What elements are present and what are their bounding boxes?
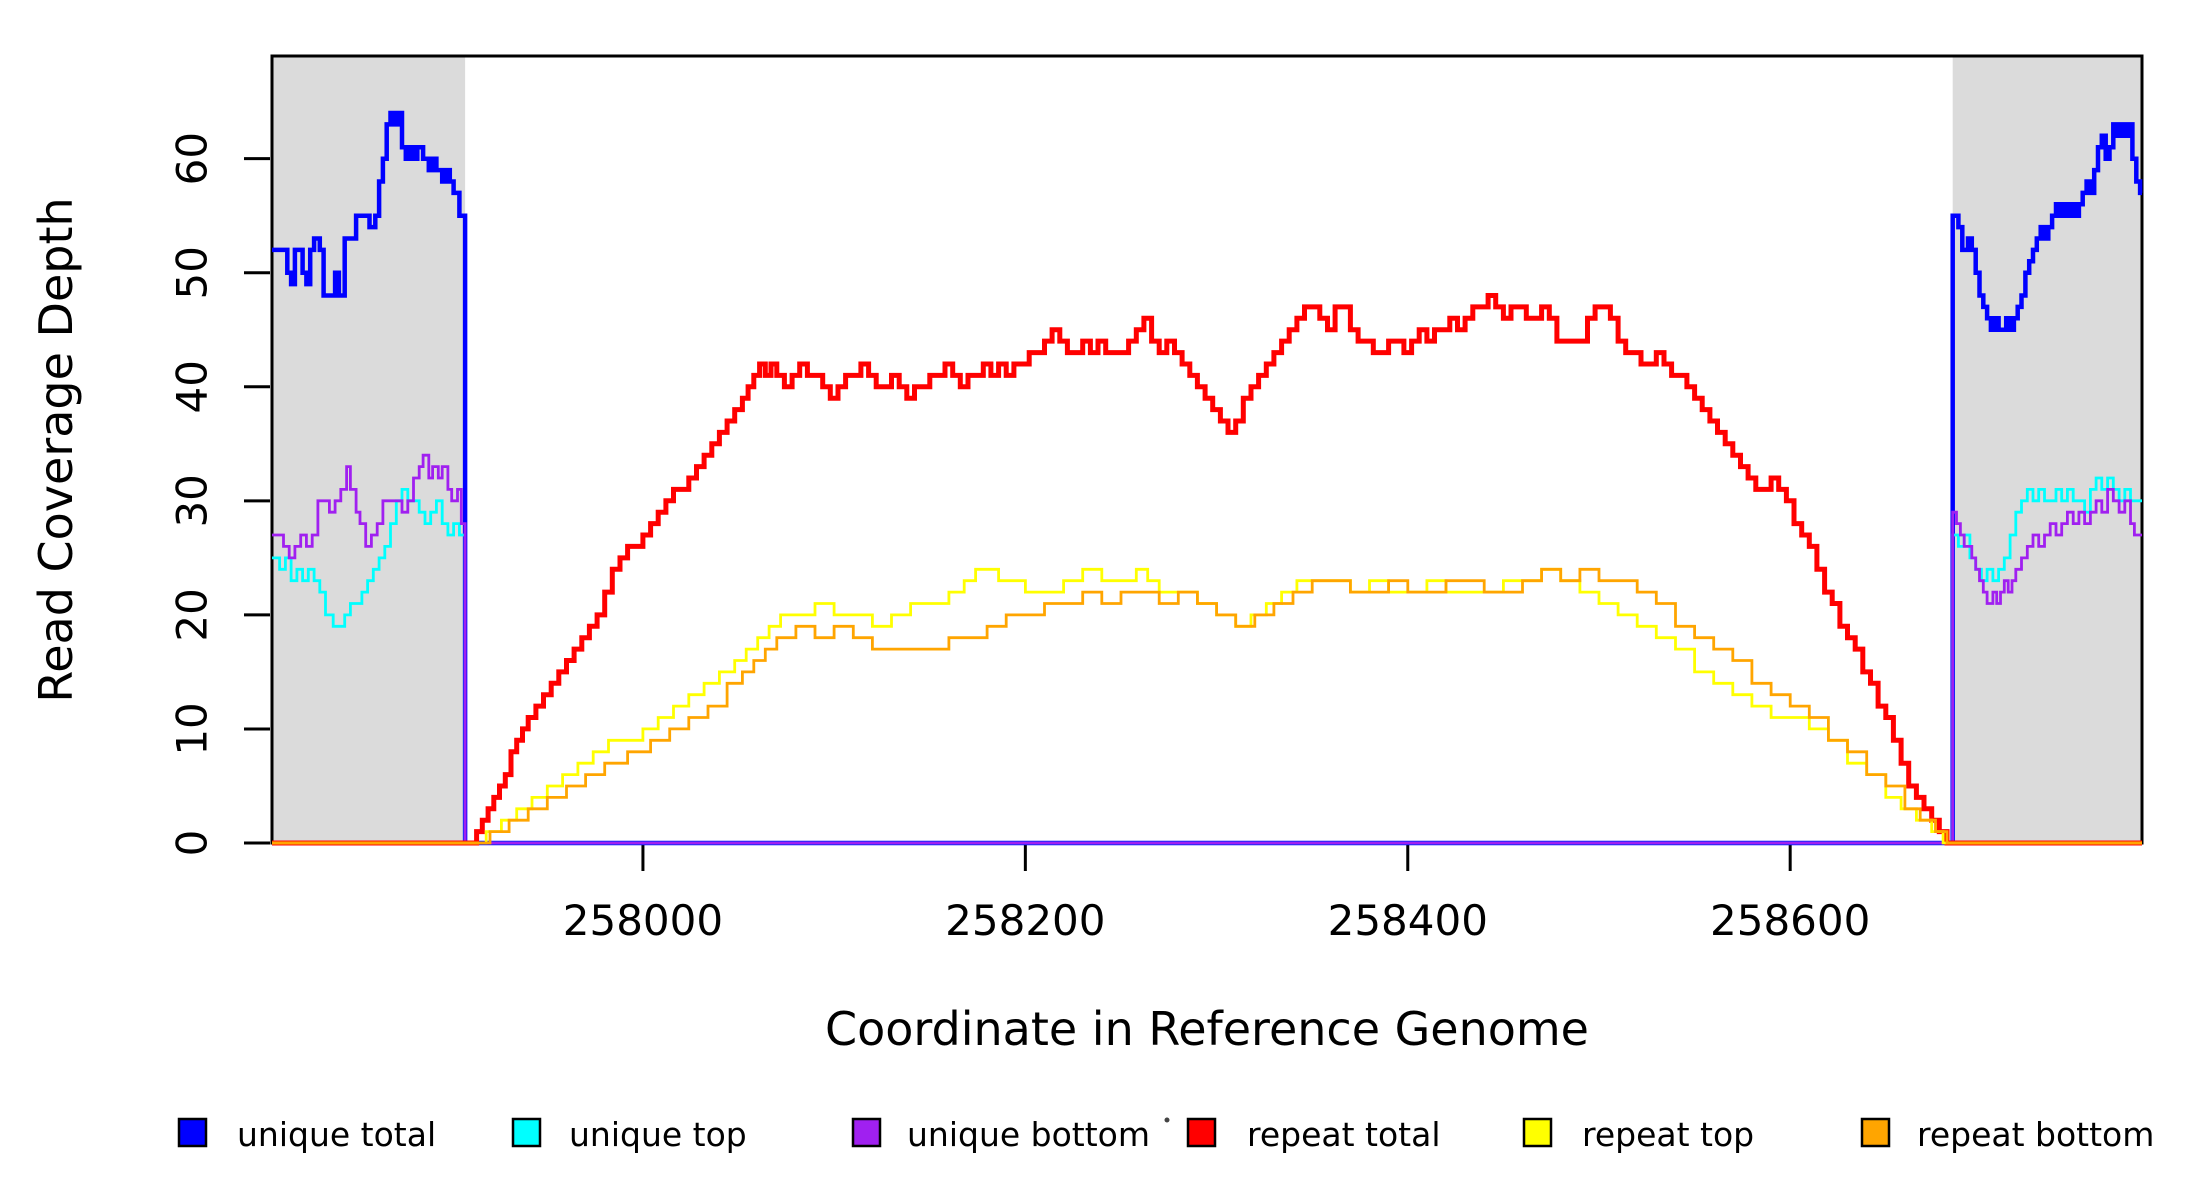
legend-swatch-repeat-bottom [1860, 1117, 1891, 1148]
legend-label-unique-top: unique top [569, 1115, 747, 1154]
plot-border [270, 54, 2144, 845]
legend-swatch-unique-bottom [851, 1117, 882, 1148]
x-axis-ticks: 258000 258200 258400 258600 [563, 845, 1870, 945]
legend-item-unique-bottom: unique bottom [851, 1115, 1150, 1154]
shaded-region-left-unique-flank [272, 56, 466, 843]
legend-item-unique-top: unique top [511, 1115, 747, 1154]
legend-label-repeat-top: repeat top [1582, 1115, 1754, 1154]
legend-label-repeat-bottom: repeat bottom [1917, 1115, 2154, 1154]
legend-label-unique-total: unique total [237, 1115, 436, 1154]
legend-swatch-unique-top [511, 1117, 542, 1148]
x-tick-label: 258400 [1328, 896, 1488, 945]
y-tick-label: 40 [168, 360, 217, 413]
legend-swatch-repeat-top [1522, 1117, 1553, 1148]
x-axis-title: Coordinate in Reference Genome [825, 1002, 1589, 1056]
shaded-region-right-unique-flank [1952, 56, 2142, 843]
y-tick-label: 60 [168, 132, 217, 185]
legend-item-repeat-top: repeat top [1522, 1115, 1754, 1154]
shaded-regions [272, 56, 2142, 843]
series-line-unique-bottom [272, 453, 2142, 845]
legend-item-repeat-total: repeat total [1186, 1115, 1441, 1154]
y-tick-label: 30 [168, 474, 217, 527]
series-line-repeat-total [272, 293, 2142, 846]
series-line-unique-total [272, 110, 2143, 846]
x-tick-label: 258600 [1710, 896, 1870, 945]
y-tick-label: 20 [168, 588, 217, 641]
legend-item-repeat-bottom: repeat bottom [1860, 1115, 2154, 1154]
legend-swatch-repeat-total [1186, 1117, 1217, 1148]
legend: unique total unique top unique bottom re… [177, 1115, 2154, 1154]
x-tick-label: 258000 [563, 896, 723, 945]
legend-label-repeat-total: repeat total [1247, 1115, 1441, 1154]
y-tick-label: 0 [168, 830, 217, 857]
legend-item-unique-total: unique total [177, 1115, 436, 1154]
series-lines [272, 110, 2143, 846]
series-line-repeat-bottom [272, 567, 2142, 845]
y-axis-title: Read Coverage Depth [29, 197, 83, 702]
y-axis-ticks: 0 10 20 30 40 50 60 [168, 132, 270, 857]
y-tick-label: 10 [168, 702, 217, 755]
y-tick-label: 50 [168, 246, 217, 299]
series-line-repeat-top [272, 567, 2142, 845]
legend-label-unique-bottom: unique bottom [907, 1115, 1150, 1154]
legend-swatch-unique-total [177, 1117, 208, 1148]
stray-dot [1164, 1117, 1170, 1123]
x-tick-label: 258200 [945, 896, 1105, 945]
